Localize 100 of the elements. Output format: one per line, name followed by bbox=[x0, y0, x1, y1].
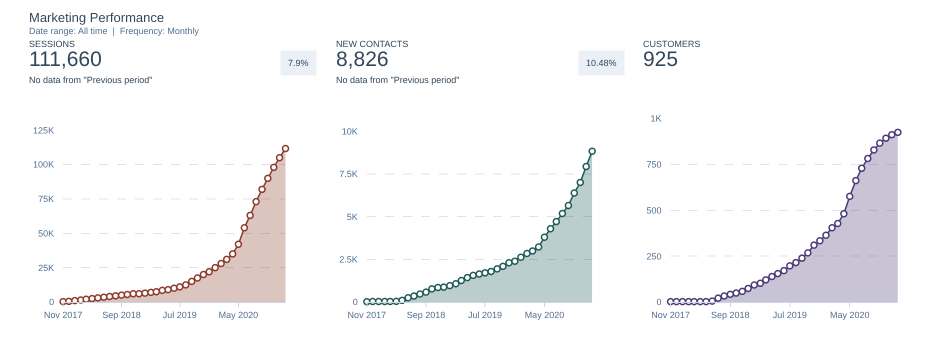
point bbox=[858, 164, 866, 172]
point bbox=[217, 260, 225, 268]
point bbox=[164, 286, 172, 294]
chart-title: SESSIONS bbox=[29, 39, 76, 49]
point bbox=[252, 198, 260, 206]
point bbox=[822, 232, 830, 239]
point bbox=[404, 294, 412, 302]
point bbox=[422, 288, 430, 296]
point bbox=[94, 294, 102, 302]
point bbox=[276, 154, 284, 162]
x-tick-label: Jul 2019 bbox=[468, 310, 502, 320]
point bbox=[188, 278, 196, 286]
point bbox=[282, 144, 290, 152]
point bbox=[234, 240, 242, 248]
x-tick-label: Nov 2017 bbox=[651, 310, 690, 320]
text: 10.48% bbox=[586, 58, 617, 68]
x-tick-label: Jul 2019 bbox=[772, 310, 807, 320]
point bbox=[410, 292, 418, 300]
point bbox=[258, 186, 266, 194]
x-tick-label: Sep 2018 bbox=[102, 310, 141, 320]
point bbox=[469, 272, 477, 280]
point bbox=[834, 220, 842, 228]
x-tick-label: May 2020 bbox=[524, 310, 564, 320]
point bbox=[135, 290, 143, 298]
point bbox=[726, 290, 734, 298]
y-tick-label: 0 bbox=[49, 297, 54, 308]
point bbox=[780, 266, 788, 274]
point bbox=[540, 234, 548, 242]
y-tick-label: 125K bbox=[33, 125, 54, 136]
point bbox=[750, 281, 758, 289]
text: 8,826 bbox=[336, 48, 389, 71]
point bbox=[440, 283, 448, 291]
point bbox=[840, 210, 848, 218]
point bbox=[534, 243, 542, 251]
point bbox=[798, 254, 806, 262]
point bbox=[106, 292, 114, 300]
point bbox=[714, 294, 722, 302]
point bbox=[756, 280, 764, 288]
point bbox=[852, 176, 860, 184]
point bbox=[792, 258, 800, 266]
y-tick-label: 2.5K bbox=[339, 254, 358, 264]
point bbox=[112, 292, 120, 300]
text: 925 bbox=[643, 48, 678, 71]
y-tick-label: 750 bbox=[646, 160, 662, 170]
point bbox=[738, 288, 746, 296]
point bbox=[416, 290, 424, 298]
point bbox=[240, 224, 248, 232]
point bbox=[124, 290, 132, 298]
point bbox=[487, 268, 495, 276]
text: No data from "Previous period" bbox=[29, 75, 152, 85]
point bbox=[182, 281, 190, 289]
y-tick-label: 100K bbox=[33, 160, 54, 170]
y-tick-label: 75K bbox=[38, 194, 54, 204]
text: Marketing Performance bbox=[29, 10, 164, 25]
point bbox=[493, 265, 501, 273]
y-tick-label: 500 bbox=[646, 205, 662, 216]
y-tick-label: 10K bbox=[342, 126, 358, 136]
x-tick-label: May 2020 bbox=[218, 310, 258, 320]
point bbox=[211, 264, 219, 272]
point bbox=[158, 286, 166, 294]
point bbox=[768, 272, 776, 280]
x-tick-label: Nov 2017 bbox=[348, 310, 386, 320]
y-tick-label: 5K bbox=[346, 212, 358, 222]
text: 111,660 bbox=[29, 48, 102, 71]
point bbox=[505, 258, 513, 266]
y-tick-label: 25K bbox=[38, 262, 54, 273]
x-tick-label: Sep 2018 bbox=[406, 310, 446, 320]
point bbox=[499, 262, 507, 270]
point bbox=[170, 284, 178, 292]
point bbox=[481, 269, 489, 277]
point bbox=[774, 270, 782, 278]
point bbox=[130, 290, 137, 298]
point bbox=[517, 254, 525, 262]
point bbox=[828, 224, 836, 232]
y-tick-label: 0 bbox=[656, 297, 662, 308]
point bbox=[100, 293, 108, 301]
y-tick-label: 7.5K bbox=[339, 169, 358, 180]
y-tick-label: 0 bbox=[352, 297, 358, 308]
point bbox=[876, 139, 884, 147]
point bbox=[804, 249, 812, 257]
point bbox=[528, 247, 536, 255]
x-tick-label: Jul 2019 bbox=[162, 310, 197, 320]
point bbox=[200, 270, 208, 278]
point bbox=[588, 148, 596, 155]
point bbox=[464, 274, 472, 282]
point bbox=[720, 292, 728, 300]
point bbox=[552, 218, 560, 226]
point bbox=[810, 241, 818, 249]
point bbox=[194, 274, 202, 282]
point bbox=[870, 146, 878, 154]
text: No data from "Previous period" bbox=[336, 75, 460, 85]
point bbox=[428, 285, 436, 293]
point bbox=[452, 280, 460, 288]
point bbox=[882, 134, 890, 142]
point bbox=[270, 164, 278, 172]
point bbox=[222, 256, 230, 264]
point bbox=[558, 210, 566, 218]
point bbox=[888, 130, 896, 138]
point bbox=[523, 250, 531, 258]
point bbox=[205, 268, 213, 276]
